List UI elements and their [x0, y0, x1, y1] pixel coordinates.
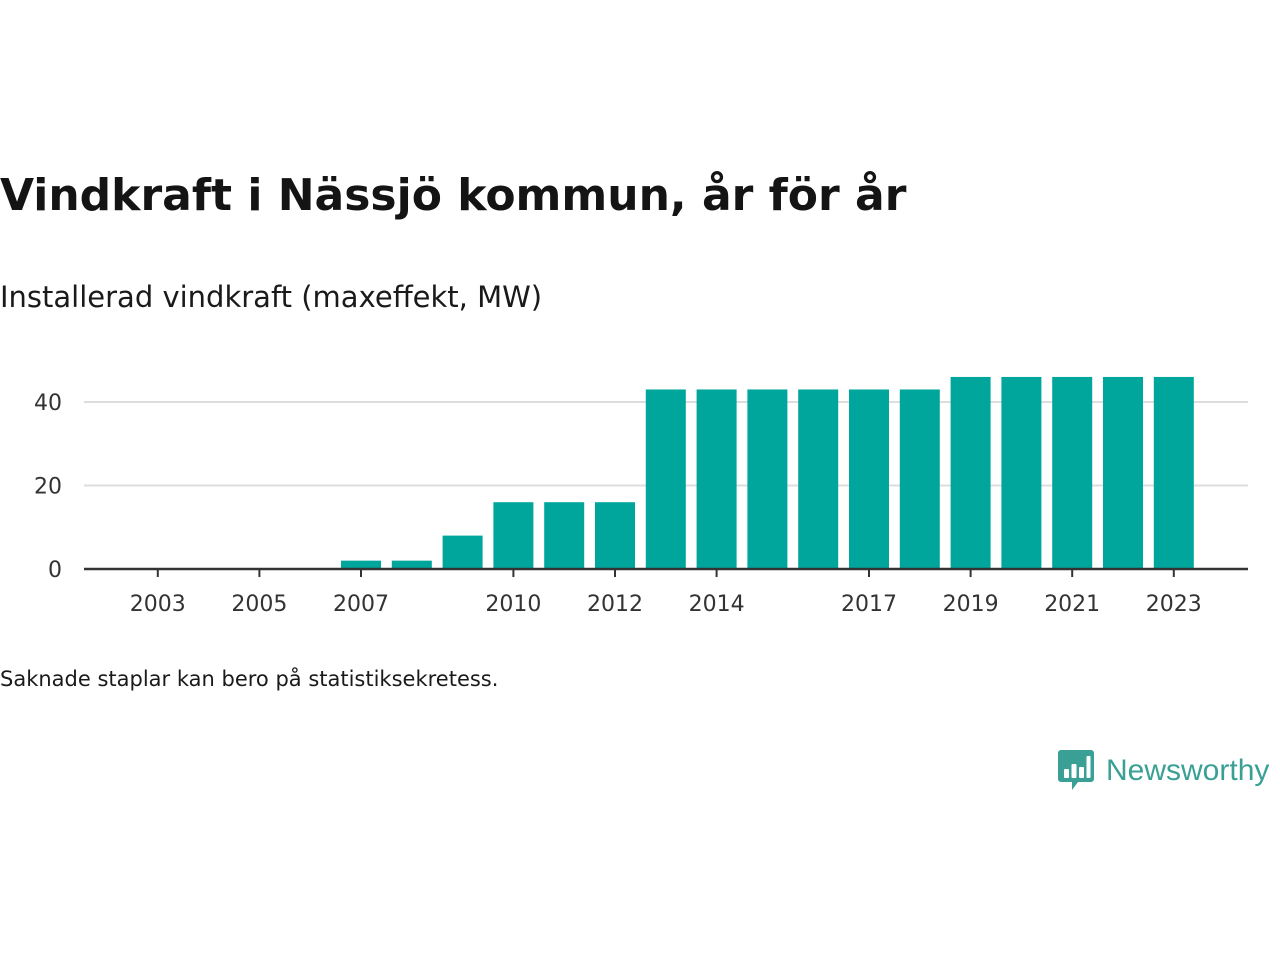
- x-tick-label: 2012: [587, 592, 643, 617]
- bar: [899, 389, 940, 569]
- bar: [747, 389, 788, 569]
- bars: [341, 376, 1194, 569]
- bar: [493, 502, 534, 569]
- bar: [645, 389, 686, 569]
- bar: [341, 560, 381, 569]
- x-tick-label: 2014: [689, 592, 745, 617]
- bar: [1052, 376, 1093, 569]
- bar: [849, 389, 889, 569]
- bar: [442, 535, 483, 569]
- x-axis-labels: 2003 2005 2007 2010 2012 2014 2017 2019 2021 2023: [130, 569, 1202, 617]
- bar: [950, 376, 991, 569]
- bar: [544, 502, 585, 569]
- y-tick-label: 40: [34, 391, 62, 416]
- x-tick-label: 2019: [943, 592, 999, 617]
- x-tick-label: 2005: [231, 592, 287, 617]
- bar: [798, 389, 839, 569]
- y-tick-label: 20: [34, 475, 62, 500]
- x-tick-label: 2010: [485, 592, 541, 617]
- bar: [1153, 376, 1194, 569]
- bar: [1001, 376, 1042, 569]
- y-axis-labels: 0 20 40: [34, 391, 62, 583]
- x-tick-label: 2003: [130, 592, 186, 617]
- x-tick-label: 2021: [1044, 592, 1100, 617]
- bar: [696, 389, 737, 569]
- bar: [595, 502, 635, 569]
- chart-subtitle: Installerad vindkraft (maxeffekt, MW): [0, 280, 543, 314]
- x-tick-label: 2007: [333, 592, 389, 617]
- chart-title: Vindkraft i Nässjö kommun, år för år: [0, 170, 907, 221]
- y-tick-label: 0: [48, 558, 62, 583]
- footnote: Saknade staplar kan bero på statistiksek…: [0, 667, 499, 691]
- bar: [391, 560, 432, 569]
- brand-logo[interactable]: Newsworthy: [1058, 748, 1269, 794]
- x-tick-label: 2023: [1146, 592, 1202, 617]
- bar: [1103, 376, 1143, 569]
- brand-name: Newsworthy: [1106, 754, 1270, 787]
- x-tick-label: 2017: [841, 592, 897, 617]
- newsworthy-logo-icon: [1058, 750, 1094, 790]
